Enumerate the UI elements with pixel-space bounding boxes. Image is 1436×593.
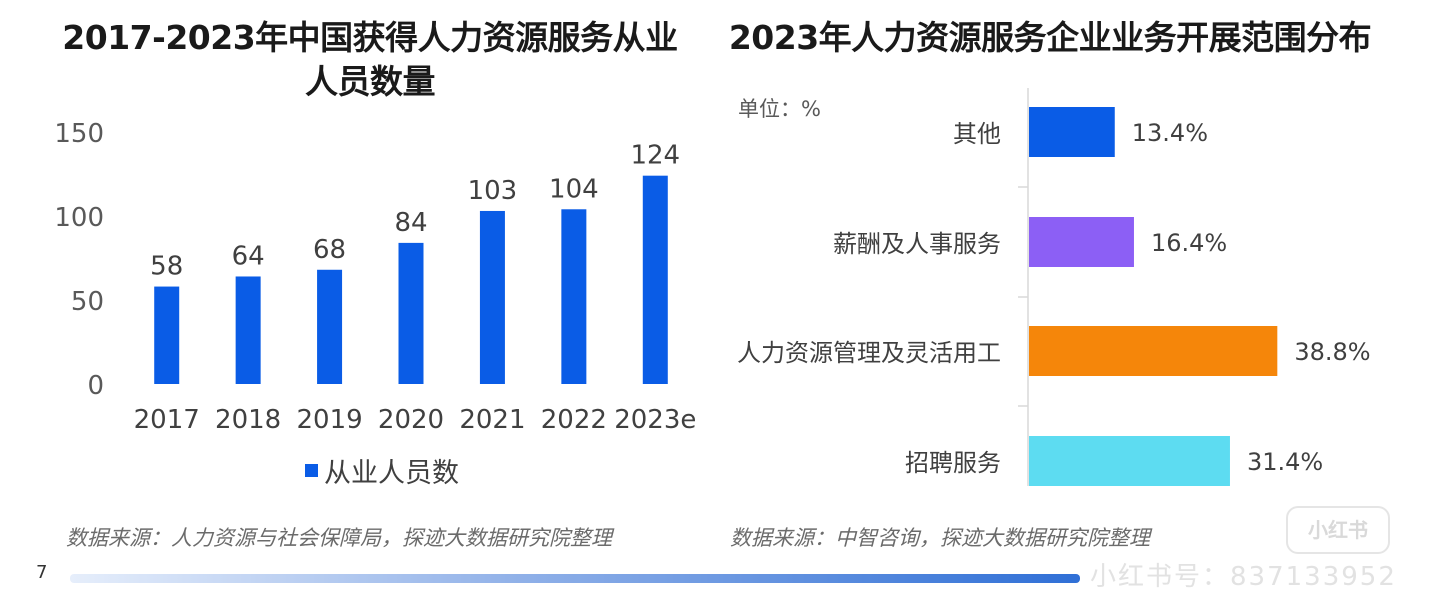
bar [235,276,261,384]
bar [561,209,587,384]
bar-value-label: 124 [630,141,680,171]
bar [1029,436,1230,486]
bar [1029,217,1134,267]
x-tick-label: 2017 [134,405,200,435]
y-tick-label: 50 [71,287,104,317]
bar [1029,326,1278,376]
watermark-badge: 小红书 [1286,506,1390,554]
bar-value-label: 16.4% [1151,229,1227,257]
x-tick-label: 2023e [614,405,696,435]
bar [642,175,668,384]
bar-value-label: 13.4% [1132,119,1208,147]
bar-value-label: 64 [232,241,265,271]
left-chart-title: 2017-2023年中国获得人力资源服务从业人员数量 [62,18,678,101]
y-tick-label: 0 [87,371,104,401]
bar [154,286,180,384]
page-number: 7 [36,562,48,583]
x-tick-label: 2020 [378,405,444,435]
bar [1029,107,1115,157]
bar-value-label: 31.4% [1247,448,1323,476]
bar-value-label: 58 [150,252,183,282]
unit-label: 单位：% [738,97,821,121]
left-data-source: 数据来源：人力资源与社会保障局，探迹大数据研究院整理 [66,526,612,550]
x-tick-label: 2018 [215,405,281,435]
legend-swatch [305,464,318,477]
left-bar-chart: 0 50 100 150 58 2017 64 2018 68 2019 84 2020 103 2021… [54,119,696,489]
bottom-decorative-band [70,574,1080,583]
x-tick-label: 2021 [459,405,525,435]
right-data-source: 数据来源：中智咨询，探迹大数据研究院整理 [730,526,1150,550]
y-tick-label: 150 [54,119,104,149]
right-chart-title: 2023年人力资源服务企业业务开展范围分布 [728,18,1372,57]
bar [479,210,505,384]
x-tick-label: 2022 [541,405,607,435]
category-label: 人力资源管理及灵活用工 [737,339,1001,367]
category-label: 其他 [953,120,1001,148]
category-label: 薪酬及人事服务 [833,230,1001,258]
right-horizontal-bar-chart: 单位：% 其他 13.4% 薪酬及人事服务 16.4% 人力资源管理及灵活用工 38.8% 招… [737,88,1371,486]
bar [317,269,343,384]
category-label: 招聘服务 [905,449,1001,477]
bar-value-label: 104 [549,174,599,204]
bar-value-label: 84 [394,208,427,238]
watermark-text: 小红书号：837133952 [1090,562,1397,592]
bar-value-label: 38.8% [1294,338,1370,366]
legend-label: 从业人员数 [324,458,459,489]
bar [398,242,424,384]
x-tick-label: 2019 [296,405,362,435]
bar-value-label: 103 [468,176,518,206]
bar-value-label: 68 [313,235,346,265]
y-tick-label: 100 [54,203,104,233]
